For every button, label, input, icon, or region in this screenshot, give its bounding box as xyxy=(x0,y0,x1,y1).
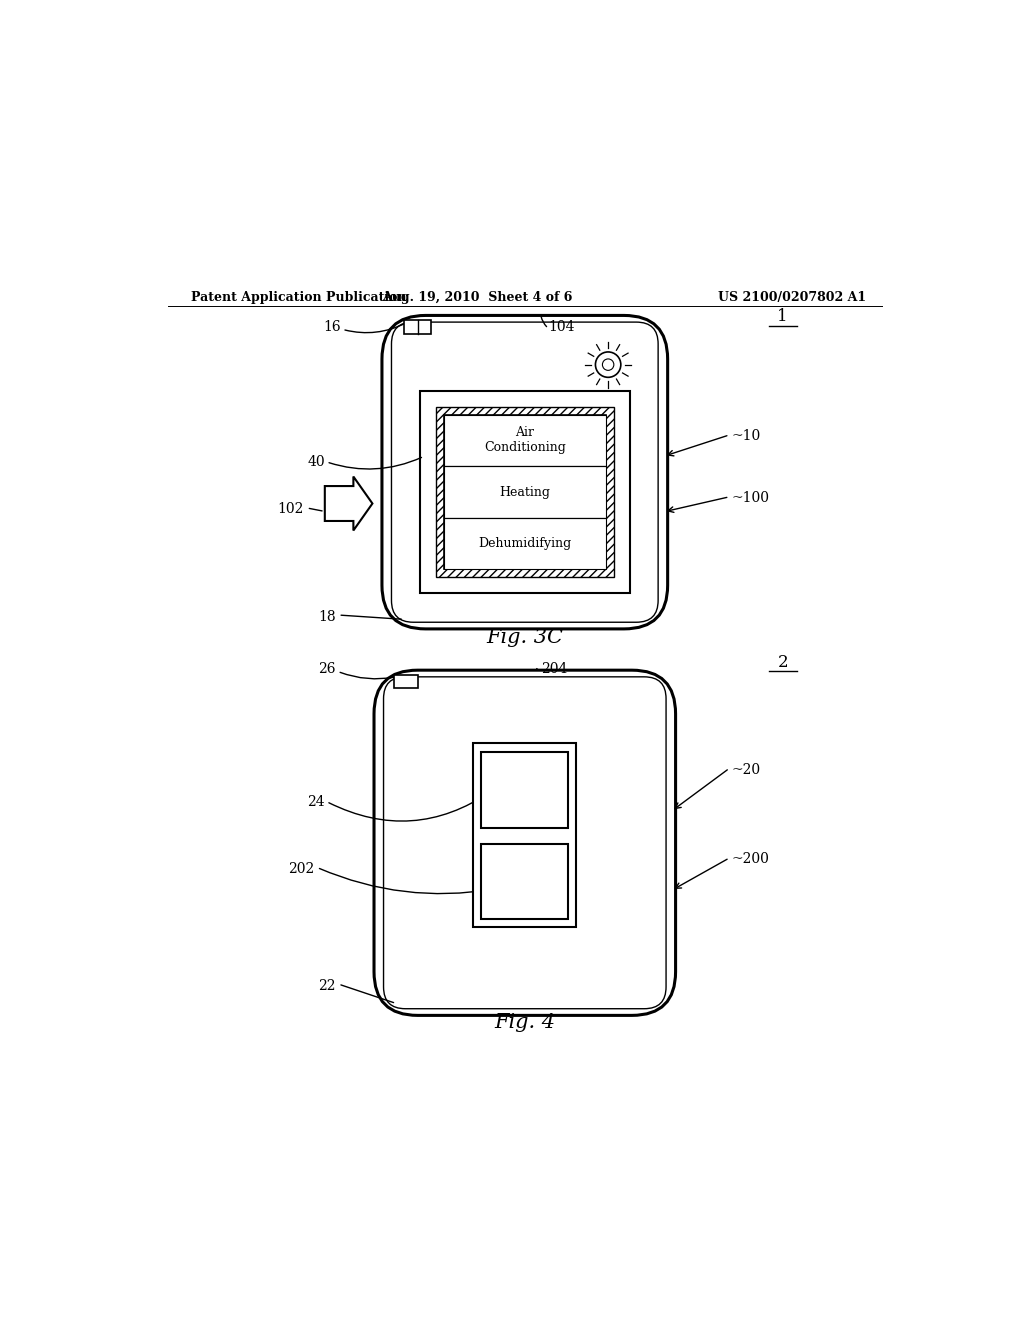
Text: 202: 202 xyxy=(288,862,314,876)
Bar xyxy=(443,517,606,569)
Bar xyxy=(443,466,606,517)
Bar xyxy=(436,407,613,577)
Text: 104: 104 xyxy=(549,319,575,334)
Text: ~200: ~200 xyxy=(731,853,769,866)
Text: ~10: ~10 xyxy=(731,429,761,444)
Circle shape xyxy=(602,359,613,371)
Text: US 2100/0207802 A1: US 2100/0207802 A1 xyxy=(718,292,866,304)
FancyBboxPatch shape xyxy=(382,315,668,628)
Text: ~20: ~20 xyxy=(731,763,760,776)
Text: 1: 1 xyxy=(777,309,788,325)
Text: 24: 24 xyxy=(307,795,325,809)
Text: 40: 40 xyxy=(307,455,325,469)
FancyBboxPatch shape xyxy=(374,671,676,1015)
Bar xyxy=(443,414,606,569)
Text: 26: 26 xyxy=(318,663,336,676)
Circle shape xyxy=(595,352,621,378)
Bar xyxy=(394,675,418,688)
Text: Fig. 3C: Fig. 3C xyxy=(486,628,563,647)
Text: 102: 102 xyxy=(278,503,304,516)
Text: 204: 204 xyxy=(541,663,567,676)
Text: Fig. 4: Fig. 4 xyxy=(495,1012,555,1032)
Bar xyxy=(443,414,606,466)
Text: ~100: ~100 xyxy=(731,491,769,506)
Bar xyxy=(420,391,630,593)
Bar xyxy=(481,752,568,828)
Text: Air
Conditioning: Air Conditioning xyxy=(484,426,565,454)
Text: Aug. 19, 2010  Sheet 4 of 6: Aug. 19, 2010 Sheet 4 of 6 xyxy=(382,292,572,304)
Text: Dehumidifying: Dehumidifying xyxy=(478,537,571,550)
Bar xyxy=(473,743,577,927)
Bar xyxy=(481,843,568,919)
Bar xyxy=(404,321,431,334)
Text: 18: 18 xyxy=(318,610,336,623)
Polygon shape xyxy=(325,477,373,531)
Text: Heating: Heating xyxy=(500,486,550,499)
Text: 16: 16 xyxy=(323,319,341,334)
Text: 22: 22 xyxy=(318,978,336,993)
Text: 2: 2 xyxy=(777,653,788,671)
Text: Patent Application Publication: Patent Application Publication xyxy=(191,292,407,304)
